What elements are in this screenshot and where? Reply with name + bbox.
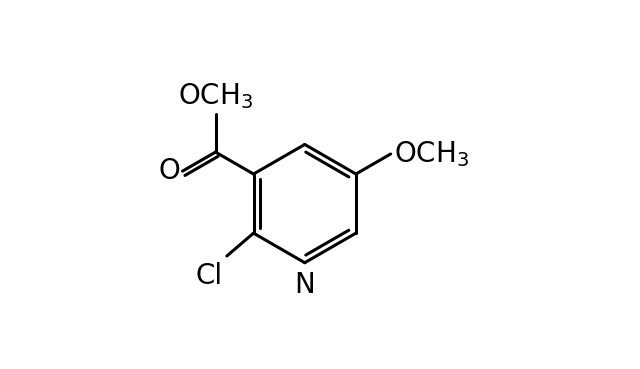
Text: OCH$_3$: OCH$_3$	[394, 139, 469, 169]
Text: OCH$_3$: OCH$_3$	[178, 81, 253, 111]
Text: Cl: Cl	[196, 262, 223, 290]
Text: O: O	[159, 157, 180, 185]
Text: N: N	[294, 271, 315, 299]
